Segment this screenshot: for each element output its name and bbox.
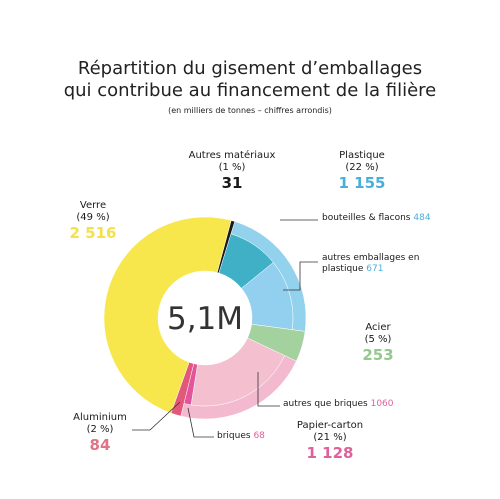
part-label: briques 68 [217, 431, 265, 442]
part-value: 671 [366, 263, 384, 274]
slice-name: Plastique [339, 150, 385, 161]
slice-name: Autres matériaux [188, 150, 276, 161]
slice-label: Aluminium (2 %) 84 [73, 412, 127, 454]
slice-name: Acier [365, 322, 391, 333]
part-value: 68 [253, 431, 265, 441]
part-label: autres que briques 1060 [283, 399, 394, 410]
slice-name: Papier-carton [296, 420, 364, 431]
part-name: autres que briques [283, 399, 368, 409]
part-value: 484 [413, 213, 431, 223]
slice-value: 84 [89, 436, 111, 454]
slice-percent: (2 %) [86, 424, 114, 435]
subtitle: (en milliers de tonnes – chiffres arrond… [168, 106, 332, 115]
slice-label: Papier-carton (21 %) 1 128 [297, 420, 363, 462]
center-label: 5,1M [167, 301, 243, 337]
part-label: autres emballages en plastique 671 [322, 253, 434, 275]
slice-percent: (49 %) [76, 212, 110, 223]
slice-percent: (22 %) [345, 162, 379, 173]
part-name: briques [217, 431, 251, 441]
part-name: autres emballages en plastique [322, 253, 420, 274]
donut: 5,1M [103, 216, 307, 420]
part-name: bouteilles & flacons [322, 213, 411, 223]
slice-percent: (1 %) [218, 162, 246, 173]
slice-value: 31 [221, 174, 243, 192]
title-line: Répartition du gisement d’emballages [77, 58, 423, 79]
leader-line [283, 261, 318, 291]
slice-label: Acier (5 %) 253 [362, 322, 393, 364]
title-line: qui contribue au financement de la filiè… [63, 80, 437, 101]
slice-value: 1 155 [338, 174, 386, 192]
slice-percent: (21 %) [313, 432, 347, 443]
slice-value: 1 128 [306, 444, 354, 462]
slice-value: 2 516 [69, 224, 117, 242]
slice-label: Autres matériaux (1 %) 31 [189, 150, 276, 192]
slice-label: Verre (49 %) 2 516 [70, 200, 117, 242]
part-label: bouteilles & flacons 484 [322, 213, 431, 224]
slice-percent: (5 %) [364, 334, 392, 345]
leader-line [187, 407, 214, 438]
leader-lines [132, 219, 318, 438]
leader-line [132, 401, 181, 431]
slice-value: 253 [362, 346, 394, 364]
slice-label: Plastique (22 %) 1 155 [339, 150, 386, 192]
leader-line [257, 372, 280, 407]
part-value: 1060 [370, 399, 394, 409]
center-hole [158, 271, 252, 365]
slice-name: Aluminium [73, 412, 127, 423]
slice-name: Verre [79, 200, 107, 211]
